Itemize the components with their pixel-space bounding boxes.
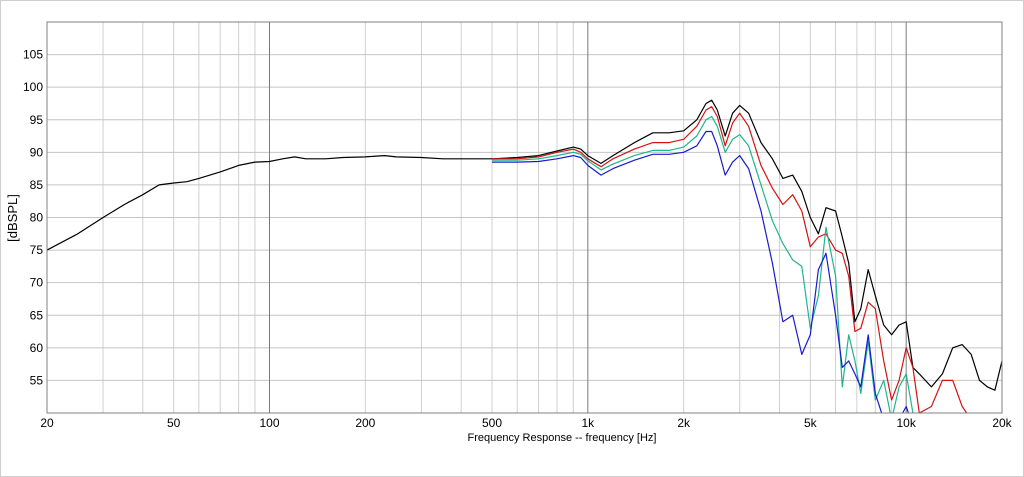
x-tick-label: 10k: [896, 416, 916, 430]
y-tick-label: 70: [30, 276, 44, 290]
plot-border: [46, 21, 1003, 414]
series-line-2: [492, 106, 968, 413]
x-tick-labels: 20 50 100 200 500 1k 2k 5k 10k 20k: [40, 416, 1012, 430]
y-tick-label: 90: [30, 145, 44, 159]
x-tick-label: 20k: [992, 416, 1012, 430]
x-axis-label: Frequency Response -- frequency [Hz]: [468, 432, 657, 444]
y-tick-label: 95: [30, 113, 44, 127]
y-tick-label: 65: [30, 308, 44, 322]
x-tick-label: 50: [167, 416, 181, 430]
series-line-1: [47, 99, 1002, 391]
x-tick-label: 500: [482, 416, 502, 430]
x-tick-label: 5k: [804, 416, 818, 430]
x-tick-label: 1k: [581, 416, 595, 430]
series-line-4: [492, 130, 910, 413]
y-tick-label: 100: [23, 80, 43, 94]
y-tick-label: 55: [30, 373, 44, 387]
x-tick-label: 20: [40, 416, 54, 430]
y-tick-label: 85: [30, 178, 44, 192]
x-tick-label: 2k: [677, 416, 691, 430]
y-tick-labels: 55 60 65 70 75 80 85 90 95 100 105: [23, 48, 43, 388]
y-tick-label: 75: [30, 243, 44, 257]
minor-grid: [47, 22, 1002, 413]
x-tick-label: 100: [259, 416, 279, 430]
y-tick-label: 105: [23, 48, 43, 62]
series-line-3: [492, 115, 914, 413]
x-tick-label: 200: [355, 416, 375, 430]
y-axis-label: [dBSPL]: [5, 194, 20, 242]
y-tick-label: 60: [30, 341, 44, 355]
y-tick-label: 80: [30, 211, 44, 225]
series-layer: [47, 99, 1002, 413]
